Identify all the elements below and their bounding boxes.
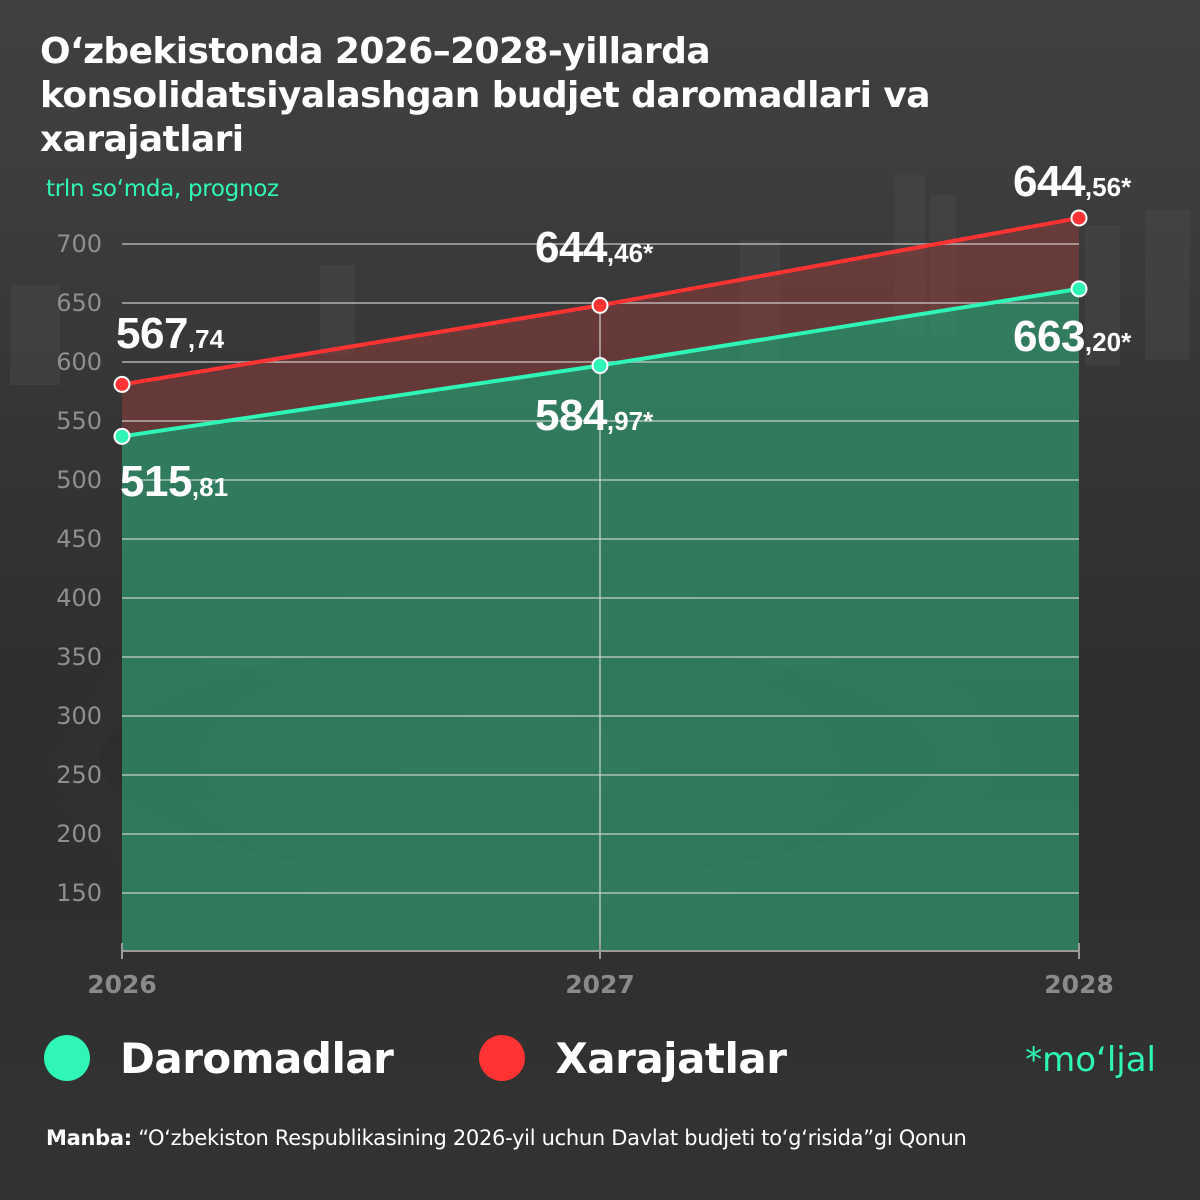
legend-label-expense: Xarajatlar — [555, 1033, 787, 1083]
y-tick-label: 300 — [56, 702, 102, 730]
revenue-value-label: 515,81 — [120, 457, 229, 506]
chart-subtitle: trln so‘mda, prognoz — [46, 176, 279, 202]
y-tick-label: 550 — [56, 407, 102, 435]
source-prefix: Manba: — [46, 1126, 132, 1150]
y-tick-label: 600 — [56, 348, 102, 376]
y-tick-label: 250 — [56, 761, 102, 789]
legend: Daromadlar Xarajatlar — [44, 1033, 872, 1083]
legend-label-revenue: Daromadlar — [120, 1033, 394, 1083]
y-tick-label: 650 — [56, 289, 102, 317]
y-tick-label: 150 — [56, 879, 102, 907]
y-tick-label: 200 — [56, 820, 102, 848]
y-tick-label: 350 — [56, 643, 102, 671]
y-tick-label: 400 — [56, 584, 102, 612]
revenue-point — [113, 427, 131, 445]
target-note: *mo‘ljal — [1025, 1040, 1156, 1080]
expense-point — [113, 375, 131, 393]
x-tick-label: 2027 — [565, 970, 635, 999]
expense-value-label: 644,46* — [535, 223, 654, 272]
expense-value-label: 644,56* — [1013, 157, 1132, 206]
y-tick-label: 700 — [56, 230, 102, 258]
x-tick-label: 2028 — [1044, 970, 1114, 999]
y-tick-label: 500 — [56, 466, 102, 494]
revenue-value-label: 584,97* — [535, 391, 654, 440]
expense-dot-icon — [479, 1035, 526, 1081]
revenue-value-label: 663,20* — [1013, 312, 1132, 361]
expense-value-label: 567,74 — [116, 309, 225, 358]
source-line: Manba: “O‘zbekiston Respublikasining 202… — [46, 1126, 967, 1150]
expense-point — [1070, 209, 1088, 227]
expense-point — [591, 296, 609, 314]
chart-title: O‘zbekistonda 2026–2028-yillarda konsoli… — [40, 31, 931, 160]
revenue-dot-icon — [44, 1035, 90, 1081]
legend-item-expense: Xarajatlar — [479, 1033, 787, 1083]
x-tick-label: 2026 — [87, 970, 157, 999]
revenue-point — [591, 357, 609, 375]
legend-item-revenue: Daromadlar — [44, 1033, 394, 1083]
source-text: “O‘zbekiston Respublikasining 2026-yil u… — [138, 1126, 967, 1150]
y-tick-label: 450 — [56, 525, 102, 553]
revenue-point — [1070, 280, 1088, 298]
